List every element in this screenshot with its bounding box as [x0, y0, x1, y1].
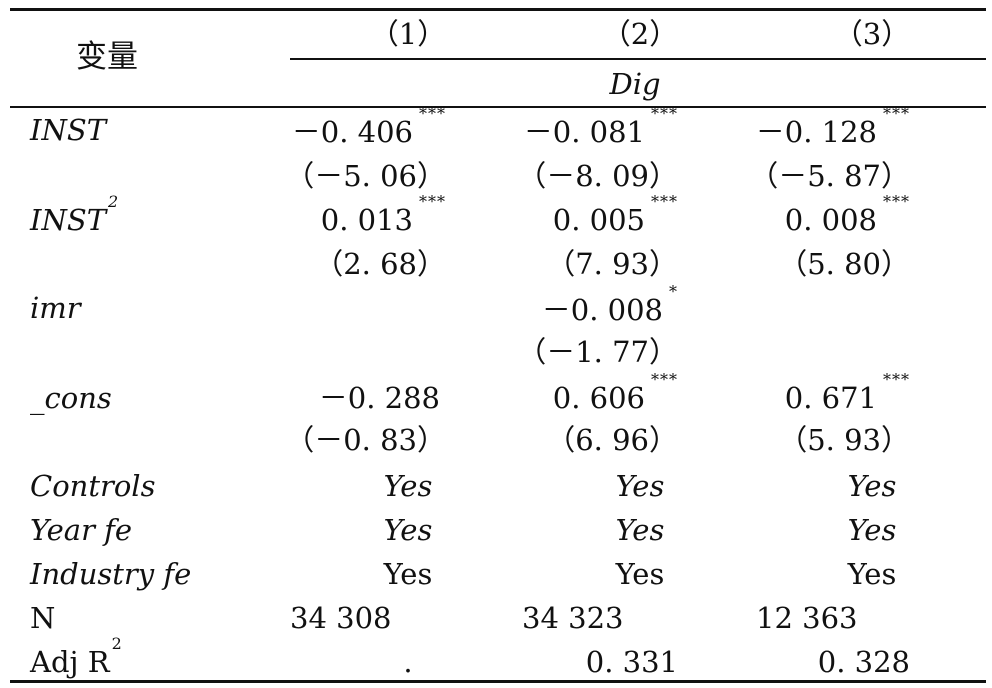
- n-value-1: 34 308: [290, 601, 392, 635]
- coef-inst-2: －0. 081***: [523, 104, 678, 149]
- bottom-rule: [10, 680, 986, 683]
- row-label-controls: Controls: [30, 469, 156, 503]
- coef-inst2-3: 0. 008***: [784, 192, 910, 237]
- n-value-2: 34 323: [522, 601, 624, 635]
- tstat-cons-1: （－0. 83）: [285, 423, 446, 457]
- tstat-inst-2: （－8. 09）: [517, 159, 678, 193]
- row-label-n: N: [30, 601, 56, 635]
- controls-value-3: Yes: [847, 469, 897, 503]
- column-header-1: （1）: [369, 17, 447, 51]
- tstat-inst2-3: （5. 80）: [778, 247, 910, 281]
- industry-fe-value-3: Yes: [847, 557, 897, 591]
- controls-value-2: Yes: [615, 469, 665, 503]
- coef-inst-3: －0. 128***: [755, 104, 910, 149]
- industry-fe-value-2: Yes: [615, 557, 665, 591]
- header-rule: [10, 106, 986, 108]
- year-fe-value-3: Yes: [847, 513, 897, 547]
- row-label-industry-fe: Industry fe: [30, 557, 192, 591]
- tstat-inst-1: （－5. 06）: [285, 159, 446, 193]
- row-label-cons: _cons: [30, 381, 112, 415]
- top-rule: [10, 8, 986, 11]
- tstat-imr-2: （－1. 77）: [517, 335, 678, 369]
- row-label-imr: imr: [30, 291, 81, 325]
- coef-imr-2: －0. 008*: [541, 282, 678, 327]
- n-value-3: 12 363: [756, 601, 858, 635]
- tstat-cons-2: （6. 96）: [546, 423, 678, 457]
- tstat-inst-3: （－5. 87）: [749, 159, 910, 193]
- adj-r2-value-3: 0. 328: [817, 645, 910, 679]
- coef-cons-1: －0. 288: [318, 381, 440, 415]
- row-label-inst: INST: [30, 113, 107, 147]
- year-fe-value-2: Yes: [615, 513, 665, 547]
- coef-cons-3: 0. 671***: [784, 370, 910, 415]
- adj-r2-value-1: .: [403, 645, 413, 679]
- coef-inst2-2: 0. 005***: [552, 192, 678, 237]
- coef-inst2-1: 0. 013***: [320, 192, 446, 237]
- header-subrule: [290, 58, 986, 60]
- controls-value-1: Yes: [383, 469, 433, 503]
- tstat-cons-3: （5. 93）: [778, 423, 910, 457]
- row-label-inst-squared: INST2: [30, 192, 119, 237]
- tstat-inst2-1: （2. 68）: [314, 247, 446, 281]
- column-header-2: （2）: [601, 17, 679, 51]
- tstat-inst2-2: （7. 93）: [546, 247, 678, 281]
- row-label-year-fe: Year fe: [30, 513, 133, 547]
- column-header-3: （3）: [833, 17, 911, 51]
- row-label-adj-r2: Adj R2: [30, 634, 122, 679]
- variable-header: 变量: [76, 39, 138, 75]
- adj-r2-value-2: 0. 331: [585, 645, 678, 679]
- regression-table: 变量 （1） （2） （3） Dig INST －0. 406*** －0. 0…: [10, 0, 986, 688]
- coef-cons-2: 0. 606***: [552, 370, 678, 415]
- coef-inst-1: －0. 406***: [291, 104, 446, 149]
- year-fe-value-1: Yes: [383, 513, 433, 547]
- industry-fe-value-1: Yes: [383, 557, 433, 591]
- dependent-variable-label: Dig: [609, 67, 661, 101]
